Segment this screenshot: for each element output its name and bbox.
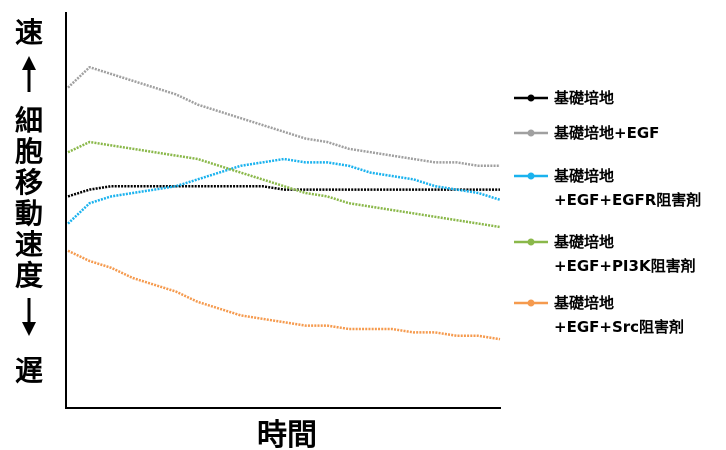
series-line-3 [67,140,501,229]
y-label-char-4: 速 [15,228,43,261]
legend-label-3: 基礎培地+EGF+PI3K阻害剤 [553,233,696,275]
legend-entry-4: 基礎培地+EGF+Src阻害剤 [514,294,684,336]
y-axis-label: 速 細 胞 移 動 速 度 遅 [14,16,43,387]
y-label-char-5: 度 [15,259,43,292]
legend-label-4: 基礎培地+EGF+Src阻害剤 [553,294,684,336]
legend-entry-0: 基礎培地 [514,89,614,107]
y-label-fast: 速 [15,16,43,49]
x-axis-label: 時間 [257,418,317,450]
series-line-1 [67,65,500,168]
legend-swatch-marker-3 [527,238,535,246]
plot-lines [67,65,501,341]
y-label-char-3: 動 [15,197,43,230]
y-label-slow: 遅 [15,354,43,387]
legend-entry-2: 基礎培地+EGF+EGFR阻害剤 [514,167,701,209]
series-line-4 [67,249,501,341]
legend-swatch-marker-1 [527,129,535,137]
legend-label-2: 基礎培地+EGF+EGFR阻害剤 [553,167,701,209]
series-line-0 [67,184,500,198]
y-label-char-0: 細 [15,104,43,137]
legend-label-1: 基礎培地+EGF [553,124,659,142]
legend-swatch-marker-0 [527,94,535,102]
legend-entry-3: 基礎培地+EGF+PI3K阻害剤 [514,233,696,275]
axes [65,12,501,409]
arrow-down-icon [22,298,36,336]
legend-swatch-marker-4 [527,299,535,307]
legend-entry-1: 基礎培地+EGF [514,124,659,142]
arrow-up-icon [22,56,36,92]
y-label-char-1: 胞 [14,135,43,168]
legend-swatch-marker-2 [527,172,535,180]
series-line-2 [67,157,501,225]
y-label-char-2: 移 [15,166,43,199]
legend-label-0: 基礎培地 [553,89,614,107]
